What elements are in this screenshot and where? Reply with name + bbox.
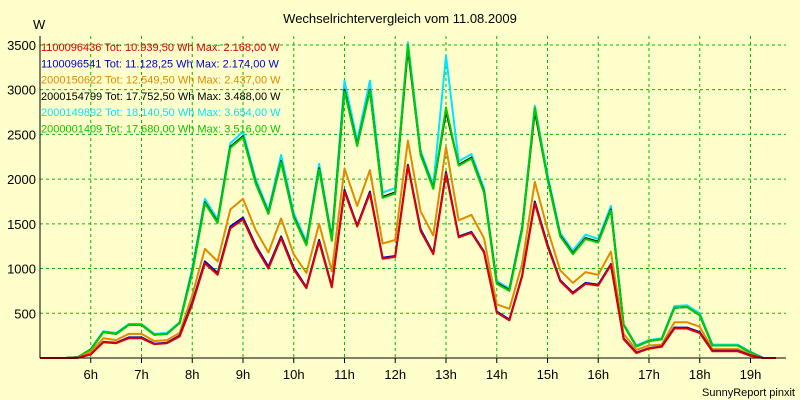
x-tick-label: 13h <box>435 367 457 382</box>
series-line-1100096436 <box>40 164 776 359</box>
x-tick-label: 9h <box>236 367 250 382</box>
legend-entry-2000154799: 2000154799 Tot: 17.752,50 Wh Max: 3.488,… <box>41 91 281 103</box>
x-tick-label: 11h <box>334 367 355 382</box>
series-line-2000150622 <box>40 139 776 359</box>
legend-entry-2000150622: 2000150622 Tot: 12.549,50 Wh Max: 2.437,… <box>41 75 281 87</box>
x-tick-label: 19h <box>740 367 762 382</box>
series-line-2000001409 <box>40 43 776 359</box>
axes <box>39 36 786 359</box>
x-tick-label: 6h <box>84 367 98 382</box>
y-tick-label: 2000 <box>7 172 36 187</box>
y-tick-label: 3000 <box>7 83 36 98</box>
legend-entry-2000149892: 2000149892 Tot: 18.140,50 Wh Max: 3.654,… <box>41 107 281 119</box>
x-tick-label: 12h <box>384 367 406 382</box>
x-tick-label: 14h <box>486 367 508 382</box>
legend-entry-2000001409: 2000001409 Tot: 17.680,00 Wh Max: 3.516,… <box>41 124 281 136</box>
y-tick-label: 1000 <box>7 262 36 277</box>
x-tick-label: 17h <box>638 367 660 382</box>
x-tick-label: 10h <box>283 367 305 382</box>
legend-entry-1100096541: 1100096541 Tot: 11.128,25 Wh Max: 2.174,… <box>41 58 280 70</box>
y-axis-label: W <box>33 17 46 32</box>
x-tick-label: 16h <box>587 367 609 382</box>
tick-labels: 500 1000 1500 2000 2500 3000 3500 6h 7h 8h 9h 10h 11… <box>7 38 761 382</box>
y-tick-label: 1500 <box>7 217 36 232</box>
x-tick-label: 8h <box>185 367 199 382</box>
series-lines <box>40 41 776 359</box>
y-tick-label: 2500 <box>7 127 36 142</box>
y-tick-label: 500 <box>14 306 36 321</box>
footer-credit: SunnyReport pinxit <box>702 387 795 399</box>
chart-title: Wechselrichtervergleich vom 11.08.2009 <box>283 11 517 26</box>
legend: 1100096436 Tot: 10.939,50 Wh Max: 2.168,… <box>41 42 281 136</box>
legend-entry-1100096436: 1100096436 Tot: 10.939,50 Wh Max: 2.168,… <box>41 42 280 54</box>
y-tick-label: 3500 <box>7 38 36 53</box>
x-tick-label: 7h <box>134 367 148 382</box>
x-tick-label: 15h <box>537 367 559 382</box>
x-tick-label: 18h <box>689 367 711 382</box>
